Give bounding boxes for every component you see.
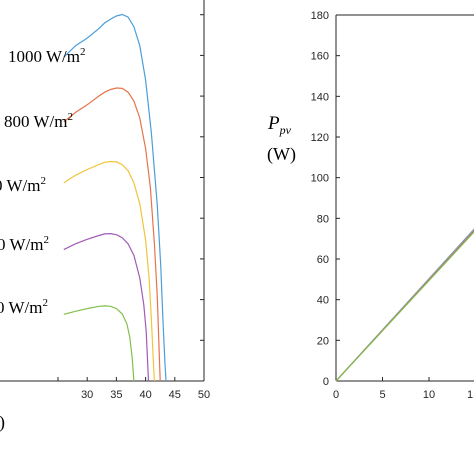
right-series-line bbox=[335, 231, 474, 382]
right-series-line bbox=[335, 230, 474, 382]
left-x-tick-label: 40 bbox=[139, 389, 151, 401]
left-panel: 30 35 40 45 50 1000 W/m2 800 W/m2 600 W/m2 4… bbox=[0, 0, 210, 433]
series-label-800: 800 W/m2 bbox=[4, 111, 73, 131]
series-label-200: 200 W/m2 bbox=[0, 297, 48, 317]
right-y-tick-label: 120 bbox=[311, 132, 329, 144]
left-x-tick-label: 45 bbox=[169, 389, 181, 401]
left-series-labels: 1000 W/m2 800 W/m2 600 W/m2 400 W/m2 200… bbox=[0, 46, 85, 317]
right-y-tick-label: 140 bbox=[311, 91, 329, 103]
right-y-tick-label: 160 bbox=[311, 51, 329, 63]
left-x-tick-label: 30 bbox=[81, 389, 93, 401]
left-series-line bbox=[63, 305, 135, 382]
left-series-line bbox=[63, 87, 161, 382]
left-y-ticks bbox=[200, 14, 204, 341]
left-x-tick-label: 50 bbox=[198, 389, 210, 401]
right-y-axis-unit: (W) bbox=[267, 144, 296, 165]
right-y-tick-label: 100 bbox=[311, 173, 329, 185]
left-x-tick-label: 35 bbox=[110, 389, 122, 401]
right-series-line bbox=[335, 228, 474, 382]
right-x-tick-label: 1 bbox=[467, 389, 473, 401]
left-curves bbox=[63, 13, 167, 382]
right-y-tick-label: 180 bbox=[311, 10, 329, 22]
right-y-tick-label: 0 bbox=[323, 376, 329, 388]
right-series-line bbox=[335, 229, 474, 382]
right-series-line bbox=[335, 229, 474, 382]
left-x-ticks: 30 35 40 45 50 bbox=[57, 377, 210, 401]
right-x-tick-label: 10 bbox=[423, 389, 435, 401]
series-label-600: 600 W/m2 bbox=[0, 175, 46, 195]
right-curves bbox=[335, 228, 474, 382]
right-panel: 0 5 10 1 0 20 40 60 80 100 120 140 160 180 Ppv (W) bbox=[267, 10, 474, 401]
left-series-line bbox=[63, 232, 150, 382]
right-x-tick-label: 0 bbox=[333, 389, 339, 401]
left-series-line bbox=[63, 160, 155, 382]
right-y-tick-label: 80 bbox=[317, 213, 329, 225]
left-series-line bbox=[63, 13, 167, 382]
right-y-axis-label: Ppv bbox=[267, 113, 292, 137]
right-y-tick-label: 60 bbox=[317, 254, 329, 266]
right-y-tick-label: 40 bbox=[317, 295, 329, 307]
left-x-axis-label: ) bbox=[0, 412, 5, 433]
right-x-tick-label: 5 bbox=[379, 389, 385, 401]
series-label-1000: 1000 W/m2 bbox=[8, 46, 85, 66]
right-y-tick-label: 20 bbox=[317, 335, 329, 347]
right-y-ticks: 0 20 40 60 80 100 120 140 160 180 bbox=[311, 10, 340, 388]
series-label-400: 400 W/m2 bbox=[0, 234, 49, 254]
